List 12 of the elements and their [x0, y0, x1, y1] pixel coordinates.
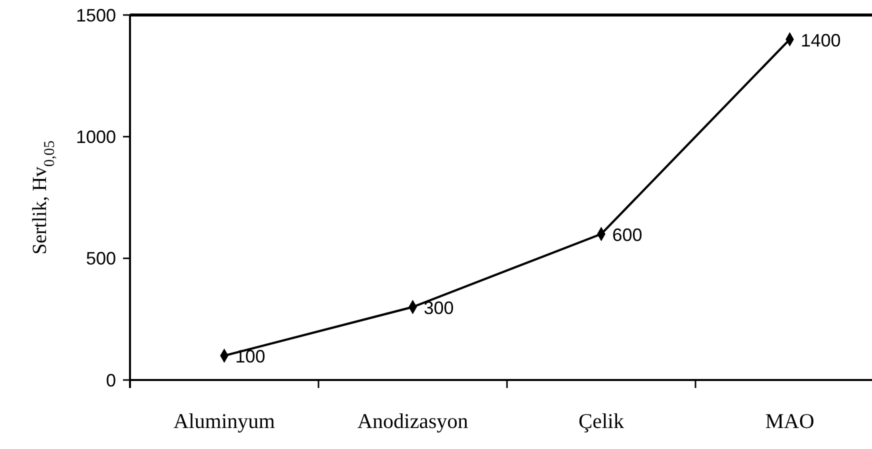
y-tick-label: 0 — [106, 370, 116, 390]
x-tick-label: Çelik — [578, 409, 624, 433]
x-tick-label: MAO — [765, 409, 814, 433]
data-label: 100 — [235, 346, 266, 367]
y-tick-label: 1500 — [76, 5, 116, 26]
y-tick-label: 1000 — [76, 126, 116, 147]
x-tick-label: Aluminyum — [173, 409, 276, 433]
data-label: 300 — [424, 298, 454, 318]
data-label: 600 — [612, 225, 642, 245]
data-label: 1400 — [800, 30, 841, 50]
x-tick-label: Anodizasyon — [357, 409, 469, 433]
y-tick-label: 500 — [86, 248, 116, 269]
